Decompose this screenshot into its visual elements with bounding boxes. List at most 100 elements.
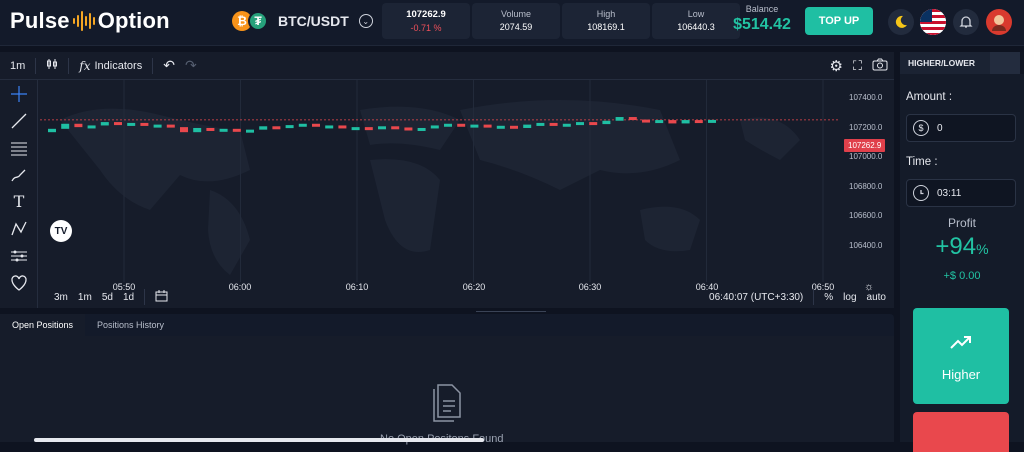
text-tool-icon[interactable]: T: [13, 192, 25, 211]
candle: [285, 125, 294, 129]
redo-icon[interactable]: ↷: [184, 57, 197, 73]
range-3m-button[interactable]: 3m: [54, 291, 68, 303]
time-label: Time :: [906, 156, 938, 168]
balance-value: $514.42: [733, 16, 791, 33]
low-value: 106440.3: [677, 22, 715, 32]
tab-positions-history[interactable]: Positions History: [97, 320, 165, 330]
heart-icon[interactable]: [0, 269, 38, 296]
candle: [694, 120, 703, 124]
x-tick: 06:20: [462, 282, 486, 292]
price-axis: 107400.0 107200.0 107000.0 106800.0 1066…: [840, 80, 894, 282]
range-5d-button[interactable]: 5d: [101, 291, 113, 303]
amount-label: Amount :: [906, 91, 953, 103]
brand-right: Option: [97, 8, 170, 33]
candle: [351, 127, 360, 131]
panel-resize-handle[interactable]: [476, 308, 546, 314]
range-1m-button[interactable]: 1m: [77, 291, 92, 303]
candle: [325, 125, 334, 129]
tab-higher-lower[interactable]: HIGHER/LOWER: [900, 52, 990, 74]
log-toggle[interactable]: log: [843, 291, 857, 303]
avatar[interactable]: [986, 9, 1012, 35]
measure-icon[interactable]: [0, 242, 38, 269]
volume-title: Volume: [500, 9, 532, 19]
candle: [338, 125, 347, 129]
us-flag-icon[interactable]: [920, 9, 946, 35]
drawing-tools: T: [0, 80, 38, 308]
candlestick-plot[interactable]: TV: [40, 80, 840, 282]
candle: [114, 122, 122, 126]
price-stat: 107262.9 -0.71 %: [382, 3, 470, 39]
positions-tabs: Open Positions Positions History: [0, 314, 894, 336]
undo-icon[interactable]: ↶: [163, 57, 175, 73]
camera-icon[interactable]: [872, 58, 888, 74]
high-stat: High 108169.1: [562, 3, 650, 39]
top-up-button[interactable]: TOP UP: [805, 7, 873, 35]
chart-panel: 1m fx Indicators ↶ ↷ ⚙ ⛶ T: [0, 52, 894, 308]
candle: [219, 128, 228, 132]
candle: [272, 126, 281, 130]
lower-button[interactable]: [913, 412, 1009, 452]
time-field[interactable]: 03:11: [906, 179, 1016, 207]
candle: [232, 128, 241, 132]
candle: [496, 125, 505, 129]
y-tick: 106800.0: [849, 182, 883, 191]
higher-label: Higher: [941, 367, 981, 382]
toolbar-divider: [152, 57, 154, 74]
axis-settings-icon[interactable]: ☼: [864, 281, 875, 293]
auto-toggle[interactable]: auto: [866, 291, 886, 303]
x-tick: 06:50: [811, 282, 835, 292]
high-title: High: [596, 9, 616, 19]
candle: [655, 120, 664, 124]
brand-logo[interactable]: Pulse Option: [10, 8, 170, 34]
bell-icon[interactable]: [953, 9, 979, 35]
chevron-down-icon[interactable]: ⌄: [358, 14, 373, 28]
bottom-scrollbar[interactable]: [34, 438, 484, 442]
candle: [206, 127, 215, 131]
high-value: 108169.1: [587, 22, 625, 32]
y-tick: 107400.0: [849, 93, 883, 102]
time-value: 03:11: [937, 187, 962, 199]
higher-button[interactable]: Higher: [913, 308, 1009, 404]
tradingview-logo[interactable]: TV: [50, 220, 72, 242]
candle: [127, 122, 136, 126]
trendline-icon[interactable]: [0, 107, 38, 134]
candle: [708, 119, 716, 123]
profit-label: Profit: [947, 216, 976, 230]
candle: [48, 128, 56, 133]
candle: [74, 123, 83, 128]
pair-name: BTC/USDT: [278, 13, 349, 29]
tab-secondary[interactable]: [990, 52, 1020, 74]
candle: [430, 125, 439, 129]
document-icon: [430, 384, 464, 427]
fullscreen-icon[interactable]: ⛶: [852, 57, 862, 73]
pair-selector[interactable]: ₿ ₮ BTC/USDT ⌄: [232, 11, 373, 31]
interval-button[interactable]: 1m: [10, 59, 26, 72]
amount-field[interactable]: $ 0: [906, 114, 1016, 142]
candle-type-icon[interactable]: [46, 58, 58, 73]
candle: [602, 120, 611, 125]
profit-value: +94: [935, 233, 977, 260]
date-range-icon[interactable]: [155, 289, 168, 305]
settings-icon[interactable]: ⚙: [829, 57, 843, 75]
candle: [378, 126, 386, 130]
candle: [404, 127, 413, 131]
range-1d-button[interactable]: 1d: [122, 291, 135, 303]
candle: [417, 127, 426, 131]
fib-lines-icon[interactable]: [0, 134, 38, 161]
candle: [312, 123, 320, 127]
brush-icon[interactable]: [0, 161, 38, 188]
crosshair-icon[interactable]: [0, 80, 38, 107]
trend-up-icon: [913, 334, 1009, 355]
tab-open-positions[interactable]: Open Positions: [0, 314, 86, 336]
amount-value: 0: [937, 122, 943, 134]
pattern-icon[interactable]: [0, 215, 38, 242]
indicators-button[interactable]: fx Indicators: [79, 59, 142, 73]
profit-unit: %: [976, 241, 989, 257]
percent-toggle[interactable]: %: [824, 291, 834, 303]
candle: [298, 123, 307, 127]
moon-icon[interactable]: [888, 9, 914, 35]
y-tick: 106600.0: [849, 211, 883, 220]
chart-svg: [40, 80, 840, 282]
toolbar-divider: [813, 289, 815, 305]
candle: [668, 120, 677, 124]
